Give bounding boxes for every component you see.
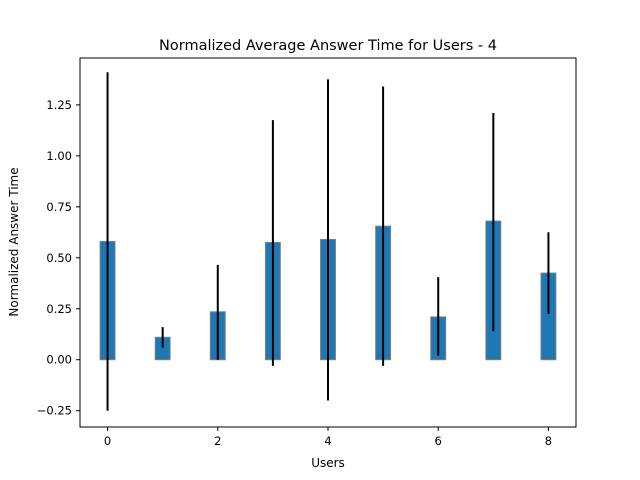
y-tick-label: 0.75 [46,200,72,214]
bars-group [99,220,557,361]
y-axis-ticks: −0.25 0.00 0.25 0.50 0.75 1.00 1.25 [37,98,80,418]
x-tick-label: 8 [545,434,552,448]
x-axis-label: Users [311,456,345,470]
y-axis-label: Normalized Answer Time [7,167,21,316]
x-axis-ticks: 0 2 4 6 8 [104,427,552,448]
chart-title: Normalized Average Answer Time for Users… [159,38,497,54]
x-tick-label: 4 [324,434,331,448]
x-tick-label: 0 [104,434,111,448]
y-tick-label: 0.00 [46,353,72,367]
y-tick-label: −0.25 [37,404,72,418]
errorbars-group [106,72,550,411]
y-tick-label: 1.00 [46,149,72,163]
y-tick-label: 0.25 [46,302,72,316]
y-tick-label: 0.50 [46,251,72,265]
plot-area: 0 2 4 6 8 −0.25 0.00 0.25 0.50 0.75 1.00 1.25 [37,57,577,448]
x-tick-label: 6 [435,434,442,448]
y-tick-label: 1.25 [46,98,72,112]
x-tick-label: 2 [214,434,221,448]
